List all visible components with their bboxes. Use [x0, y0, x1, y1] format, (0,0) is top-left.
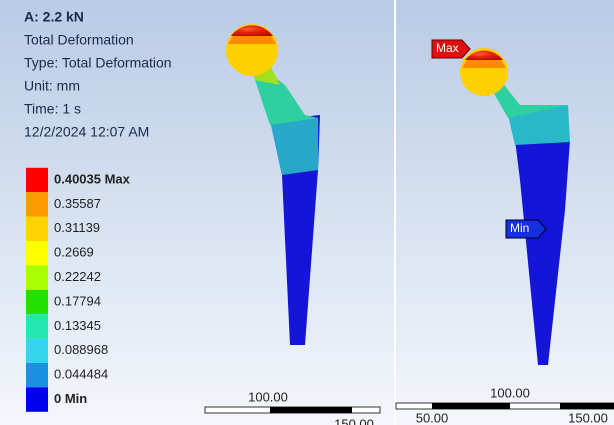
legend-label: 0.13345 [54, 318, 101, 333]
header-line: 12/2/2024 12:07 AM [24, 124, 149, 140]
legend-swatch [26, 241, 48, 265]
legend-label: 0.31139 [54, 220, 100, 235]
legend-swatch [26, 387, 48, 411]
legend-swatch [26, 168, 48, 192]
screenshot: Max Min 100.00 150.00 100.00 50.00 150.0… [0, 0, 614, 425]
legend-swatch [26, 192, 48, 216]
scale-label: 150.00 [334, 416, 374, 425]
legend-label: 0 Min [54, 391, 87, 406]
scale-label: 100.00 [248, 389, 288, 404]
scale-label: 50.00 [416, 410, 449, 425]
header-line: Time: 1 s [24, 101, 81, 117]
legend-label: 0.40035 Max [54, 171, 131, 186]
legend-swatch [26, 363, 48, 387]
max-label: Max [436, 41, 459, 55]
legend-swatch [26, 339, 48, 363]
legend-label: 0.088968 [54, 342, 108, 357]
legend-label: 0.22242 [54, 269, 101, 284]
legend-label: 0.17794 [54, 293, 101, 308]
legend-swatch [26, 314, 48, 338]
min-label: Min [510, 221, 529, 235]
legend-label: 0.044484 [54, 367, 108, 382]
legend-swatch [26, 290, 48, 314]
legend-label: 0.35587 [54, 196, 101, 211]
scale-label: 150.00 [568, 410, 608, 425]
header-line: Unit: mm [24, 78, 80, 94]
legend-swatch [26, 265, 48, 289]
header-line: Type: Total Deformation [24, 55, 172, 71]
scale-label: 100.00 [490, 385, 530, 400]
legend-label: 0.2669 [54, 245, 94, 260]
header-line: A: 2.2 kN [24, 9, 84, 25]
header-line: Total Deformation [24, 32, 134, 48]
legend-swatch [26, 217, 48, 241]
